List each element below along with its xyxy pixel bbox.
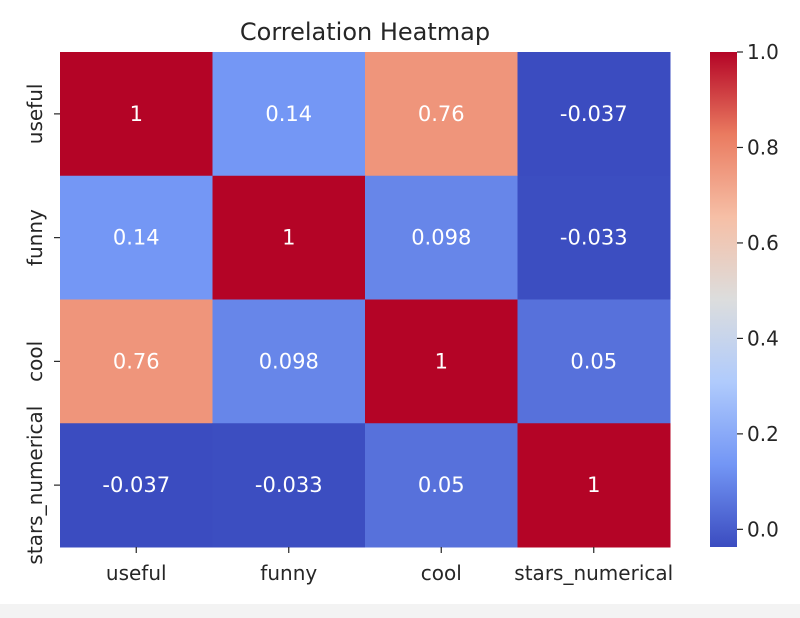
colorbar-tick-label: 0.8 xyxy=(747,135,779,159)
heatmap-cell xyxy=(60,175,213,300)
heatmap-cell-labels: 1 0.14 0.76 -0.037 0.14 1 0.098 -0.033 0.76 0.098… xyxy=(102,102,627,497)
y-tick-label: funny xyxy=(23,209,47,266)
x-tick-label: funny xyxy=(260,561,317,585)
x-axis: useful funny cool stars_numerical xyxy=(106,547,673,585)
cell-value-label: 1 xyxy=(587,473,600,497)
heatmap-cell xyxy=(212,175,366,300)
cell-value-label: -0.037 xyxy=(102,473,170,497)
cell-value-label: 0.76 xyxy=(113,349,160,373)
heatmap-cell xyxy=(60,299,213,424)
cell-value-label: 0.05 xyxy=(570,349,617,373)
heatmap-cell xyxy=(60,423,213,548)
cell-value-label: -0.033 xyxy=(255,473,323,497)
y-tick-label: useful xyxy=(23,84,47,145)
cell-value-label: -0.037 xyxy=(560,102,628,126)
heatmap-cell xyxy=(517,299,671,424)
cell-value-label: 0.098 xyxy=(411,226,471,250)
y-tick-label: cool xyxy=(23,341,47,382)
colorbar-tick-label: 0.0 xyxy=(747,517,779,541)
cell-value-label: 1 xyxy=(130,102,143,126)
cell-value-label: -0.033 xyxy=(560,226,628,250)
x-tick-label: cool xyxy=(421,561,462,585)
heatmap-cell xyxy=(60,52,213,177)
y-tick-label: stars_numerical xyxy=(23,406,47,565)
colorbar-ticks: 0.0 0.2 0.4 0.6 0.8 1.0 xyxy=(737,40,779,541)
x-tick-label: stars_numerical xyxy=(514,561,673,585)
cell-value-label: 1 xyxy=(435,349,448,373)
cell-value-label: 0.14 xyxy=(265,102,312,126)
heatmap-cell xyxy=(212,299,366,424)
heatmap-cell xyxy=(365,423,518,548)
cell-value-label: 1 xyxy=(282,226,295,250)
heatmap-cell xyxy=(365,175,518,300)
colorbar-tick-label: 0.2 xyxy=(747,422,779,446)
heatmap-cells xyxy=(60,52,671,548)
cell-value-label: 0.14 xyxy=(113,226,160,250)
heatmap-cell xyxy=(212,52,366,177)
heatmap-cell xyxy=(212,423,366,548)
y-axis: useful funny cool stars_numerical xyxy=(23,84,60,565)
heatmap-cell xyxy=(365,299,518,424)
cell-value-label: 0.05 xyxy=(418,473,465,497)
colorbar-tick-label: 1.0 xyxy=(747,40,779,64)
heatmap-cell xyxy=(517,423,671,548)
x-tick-label: useful xyxy=(106,561,167,585)
colorbar-tick-label: 0.6 xyxy=(747,231,779,255)
colorbar xyxy=(710,52,737,547)
heatmap-cell xyxy=(365,52,518,177)
chart-title: Correlation Heatmap xyxy=(240,18,490,46)
cell-value-label: 0.76 xyxy=(418,102,465,126)
cell-value-label: 0.098 xyxy=(259,349,319,373)
heatmap-cell xyxy=(517,175,671,300)
heatmap-cell xyxy=(517,52,671,177)
colorbar-tick-label: 0.4 xyxy=(747,326,779,350)
bottom-strip xyxy=(0,604,800,618)
